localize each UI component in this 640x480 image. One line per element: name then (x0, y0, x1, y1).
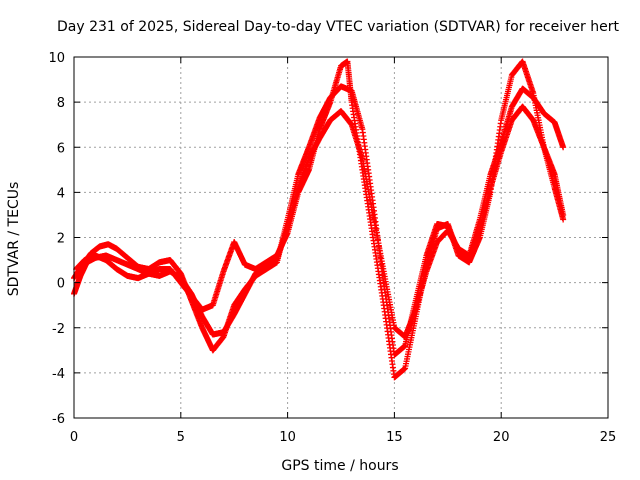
x-axis-label: GPS time / hours (281, 458, 398, 474)
chart-title: Day 231 of 2025, Sidereal Day-to-day VTE… (57, 19, 619, 35)
data-series (71, 58, 567, 381)
grid (74, 57, 608, 418)
y-tick-label: 0 (57, 277, 65, 292)
axis-ticks: 0 5 10 15 20 25 -6 -4 -2 0 2 4 6 8 10 (48, 51, 616, 445)
y-tick-label: 2 (57, 232, 65, 247)
y-tick-label: -4 (52, 367, 65, 382)
y-tick-label: 4 (57, 186, 65, 201)
x-tick-label: 20 (493, 430, 510, 445)
y-tick-label: -6 (52, 412, 65, 427)
data-point (560, 144, 567, 151)
series-track-2 (71, 83, 567, 358)
x-tick-label: 15 (386, 430, 403, 445)
x-tick-label: 25 (600, 430, 617, 445)
x-tick-label: 10 (279, 430, 296, 445)
y-tick-label: -2 (52, 322, 65, 337)
y-tick-label: 8 (57, 96, 65, 111)
y-tick-label: 6 (57, 141, 65, 156)
series-track-3 (73, 58, 567, 381)
data-point (560, 216, 567, 223)
y-tick-label: 10 (48, 51, 65, 66)
y-axis-label: SDTVAR / TECUs (6, 182, 22, 297)
x-tick-label: 5 (177, 430, 185, 445)
x-tick-label: 0 (70, 430, 78, 445)
